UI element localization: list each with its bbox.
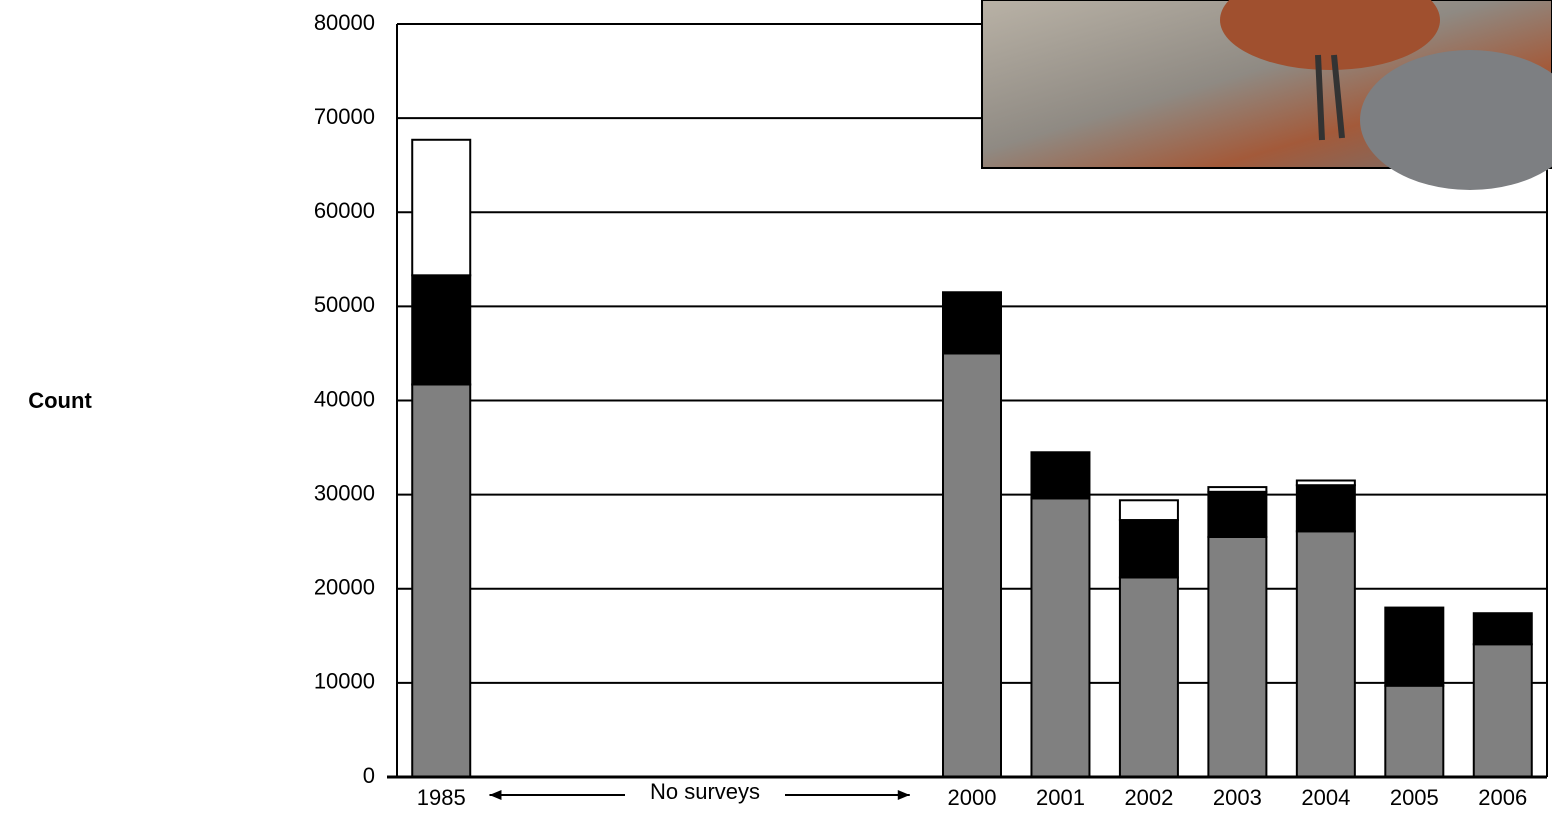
bar-segment [1208,537,1266,777]
arrow-head [489,790,501,800]
x-tick-label: 2006 [1478,785,1527,810]
y-tick-label: 70000 [314,104,375,129]
bar-segment [412,384,470,777]
y-tick-label: 80000 [314,10,375,35]
annotation: No surveys [650,779,760,804]
bar-segment [1474,644,1532,777]
bar-segment [1031,498,1089,777]
bar-segment [1120,500,1178,520]
bar-segment [412,140,470,276]
x-tick-label: 2000 [948,785,997,810]
chart: Count 0 10000 20000 30000 40000 50000 60000 700… [0,0,1552,811]
y-tick-label: 60000 [314,198,375,223]
y-axis-label: Count [28,388,92,413]
bar-segment [1297,481,1355,486]
bar-segment [1208,492,1266,537]
bar-segment [943,353,1001,777]
y-tick-label: 50000 [314,292,375,317]
arrow-head [898,790,910,800]
x-tick-label: 1985 [417,785,466,810]
y-tick-label: 20000 [314,575,375,600]
y-tick-label: 30000 [314,480,375,505]
x-tick-label: 2005 [1390,785,1439,810]
bar-segment [412,275,470,384]
bar-segment [1031,452,1089,498]
x-tick-label: 2002 [1124,785,1173,810]
bar-segment [1385,608,1443,686]
y-tick-label: 40000 [314,386,375,411]
bar-segment [1120,520,1178,577]
bar-segment [1385,686,1443,777]
photo-leg [1318,55,1322,140]
y-tick-label: 0 [363,763,375,788]
bar-segment [1120,577,1178,777]
bar-segment [1474,613,1532,644]
page: {"chart_data": {"type": "bar", "stacked"… [0,0,1552,816]
x-tick-label: 2001 [1036,785,1085,810]
x-tick-label: 2004 [1301,785,1350,810]
y-tick-label: 10000 [314,669,375,694]
bar-segment [1208,487,1266,492]
bar-segment [943,292,1001,353]
bar-segment [1297,485,1355,531]
bar-segment [1297,531,1355,777]
x-tick-label: 2003 [1213,785,1262,810]
